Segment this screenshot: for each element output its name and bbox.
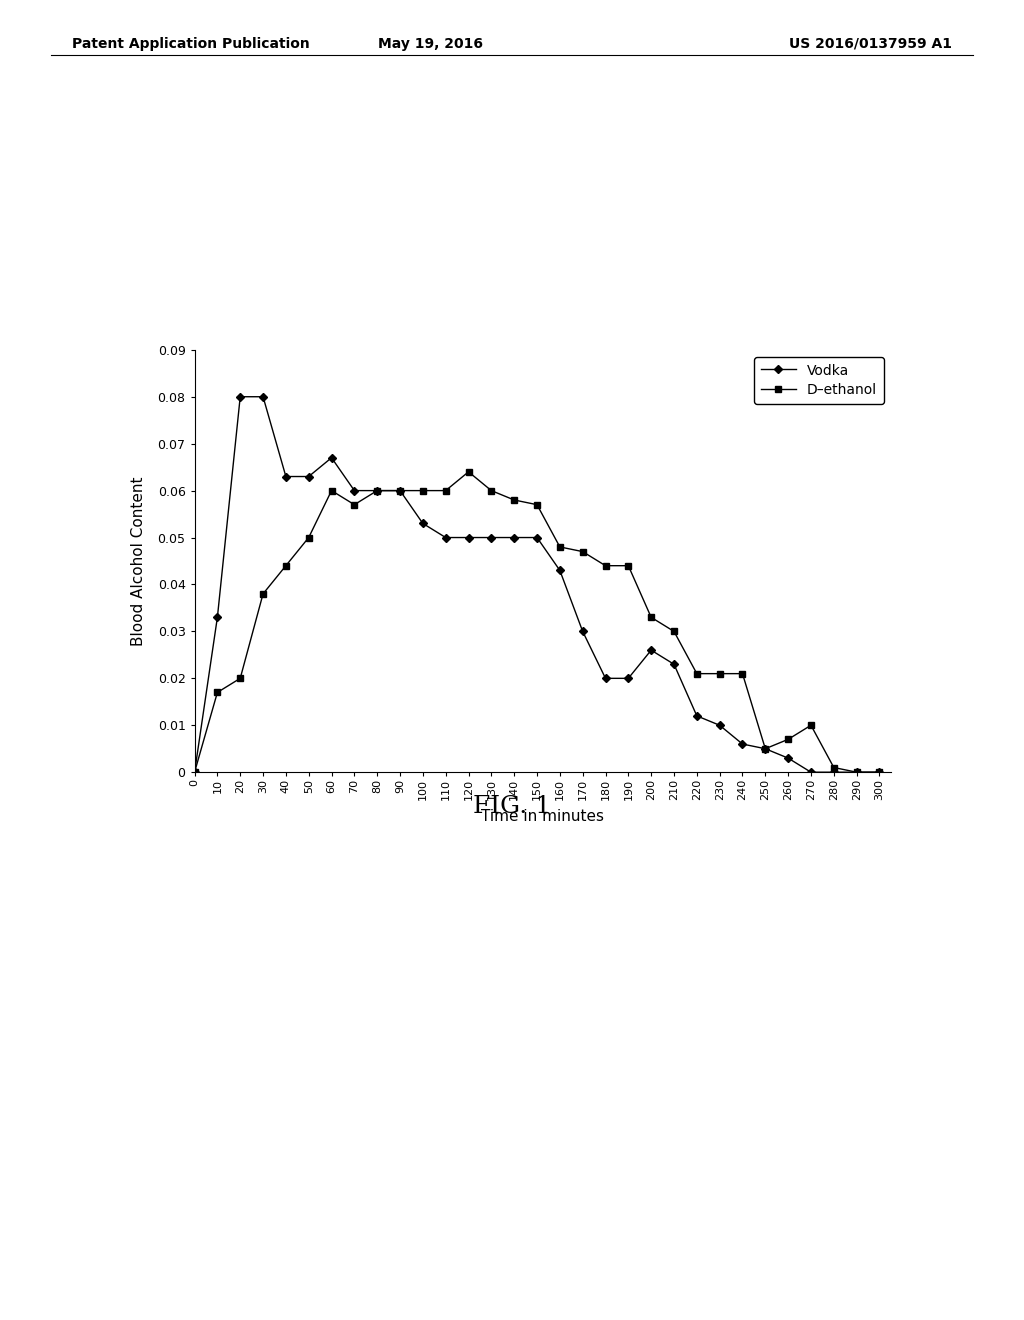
D–ethanol (851, 764, 863, 780)
D–ethanol (530, 496, 543, 512)
D–ethanol (211, 685, 223, 701)
Vodka (714, 717, 726, 733)
D–ethanol (827, 759, 840, 775)
D–ethanol (302, 529, 314, 545)
D–ethanol (394, 483, 407, 499)
Vodka (485, 529, 498, 545)
Text: May 19, 2016: May 19, 2016 (378, 37, 482, 51)
Vodka (851, 764, 863, 780)
Vodka (577, 623, 589, 639)
Vodka (188, 764, 201, 780)
D–ethanol (623, 558, 635, 574)
D–ethanol (759, 741, 771, 756)
Vodka (439, 529, 452, 545)
Vodka (371, 483, 383, 499)
D–ethanol (873, 764, 886, 780)
Vodka (348, 483, 360, 499)
D–ethanol (577, 544, 589, 560)
Vodka (257, 389, 269, 405)
D–ethanol (417, 483, 429, 499)
Vodka (234, 389, 247, 405)
Vodka (211, 610, 223, 626)
D–ethanol (439, 483, 452, 499)
D–ethanol (234, 671, 247, 686)
Text: FIG. 1: FIG. 1 (473, 795, 551, 817)
D–ethanol (599, 558, 611, 574)
Vodka (690, 708, 702, 723)
Vodka (508, 529, 520, 545)
D–ethanol (508, 492, 520, 508)
D–ethanol (257, 586, 269, 602)
Vodka (463, 529, 475, 545)
Vodka (554, 562, 566, 578)
D–ethanol (645, 610, 657, 626)
Text: Patent Application Publication: Patent Application Publication (72, 37, 309, 51)
Vodka (326, 450, 338, 466)
Vodka (530, 529, 543, 545)
D–ethanol (714, 665, 726, 681)
D–ethanol (280, 558, 292, 574)
Line: D–ethanol: D–ethanol (191, 469, 883, 775)
D–ethanol (554, 539, 566, 554)
D–ethanol (805, 717, 817, 733)
Line: Vodka: Vodka (191, 393, 883, 775)
Vodka (827, 764, 840, 780)
Text: US 2016/0137959 A1: US 2016/0137959 A1 (790, 37, 952, 51)
D–ethanol (690, 665, 702, 681)
Vodka (759, 741, 771, 756)
Vodka (280, 469, 292, 484)
Vodka (394, 483, 407, 499)
Vodka (599, 671, 611, 686)
Vodka (782, 750, 795, 766)
D–ethanol (371, 483, 383, 499)
D–ethanol (736, 665, 749, 681)
Vodka (736, 737, 749, 752)
Vodka (623, 671, 635, 686)
X-axis label: Time in minutes: Time in minutes (481, 809, 604, 824)
Y-axis label: Blood Alcohol Content: Blood Alcohol Content (131, 477, 146, 645)
D–ethanol (188, 764, 201, 780)
Vodka (645, 643, 657, 659)
D–ethanol (348, 496, 360, 512)
D–ethanol (326, 483, 338, 499)
Vodka (668, 656, 680, 672)
Vodka (873, 764, 886, 780)
D–ethanol (485, 483, 498, 499)
Legend: Vodka, D–ethanol: Vodka, D–ethanol (754, 356, 884, 404)
D–ethanol (782, 731, 795, 747)
D–ethanol (463, 463, 475, 479)
Vodka (417, 516, 429, 532)
D–ethanol (668, 623, 680, 639)
Vodka (805, 764, 817, 780)
Vodka (302, 469, 314, 484)
